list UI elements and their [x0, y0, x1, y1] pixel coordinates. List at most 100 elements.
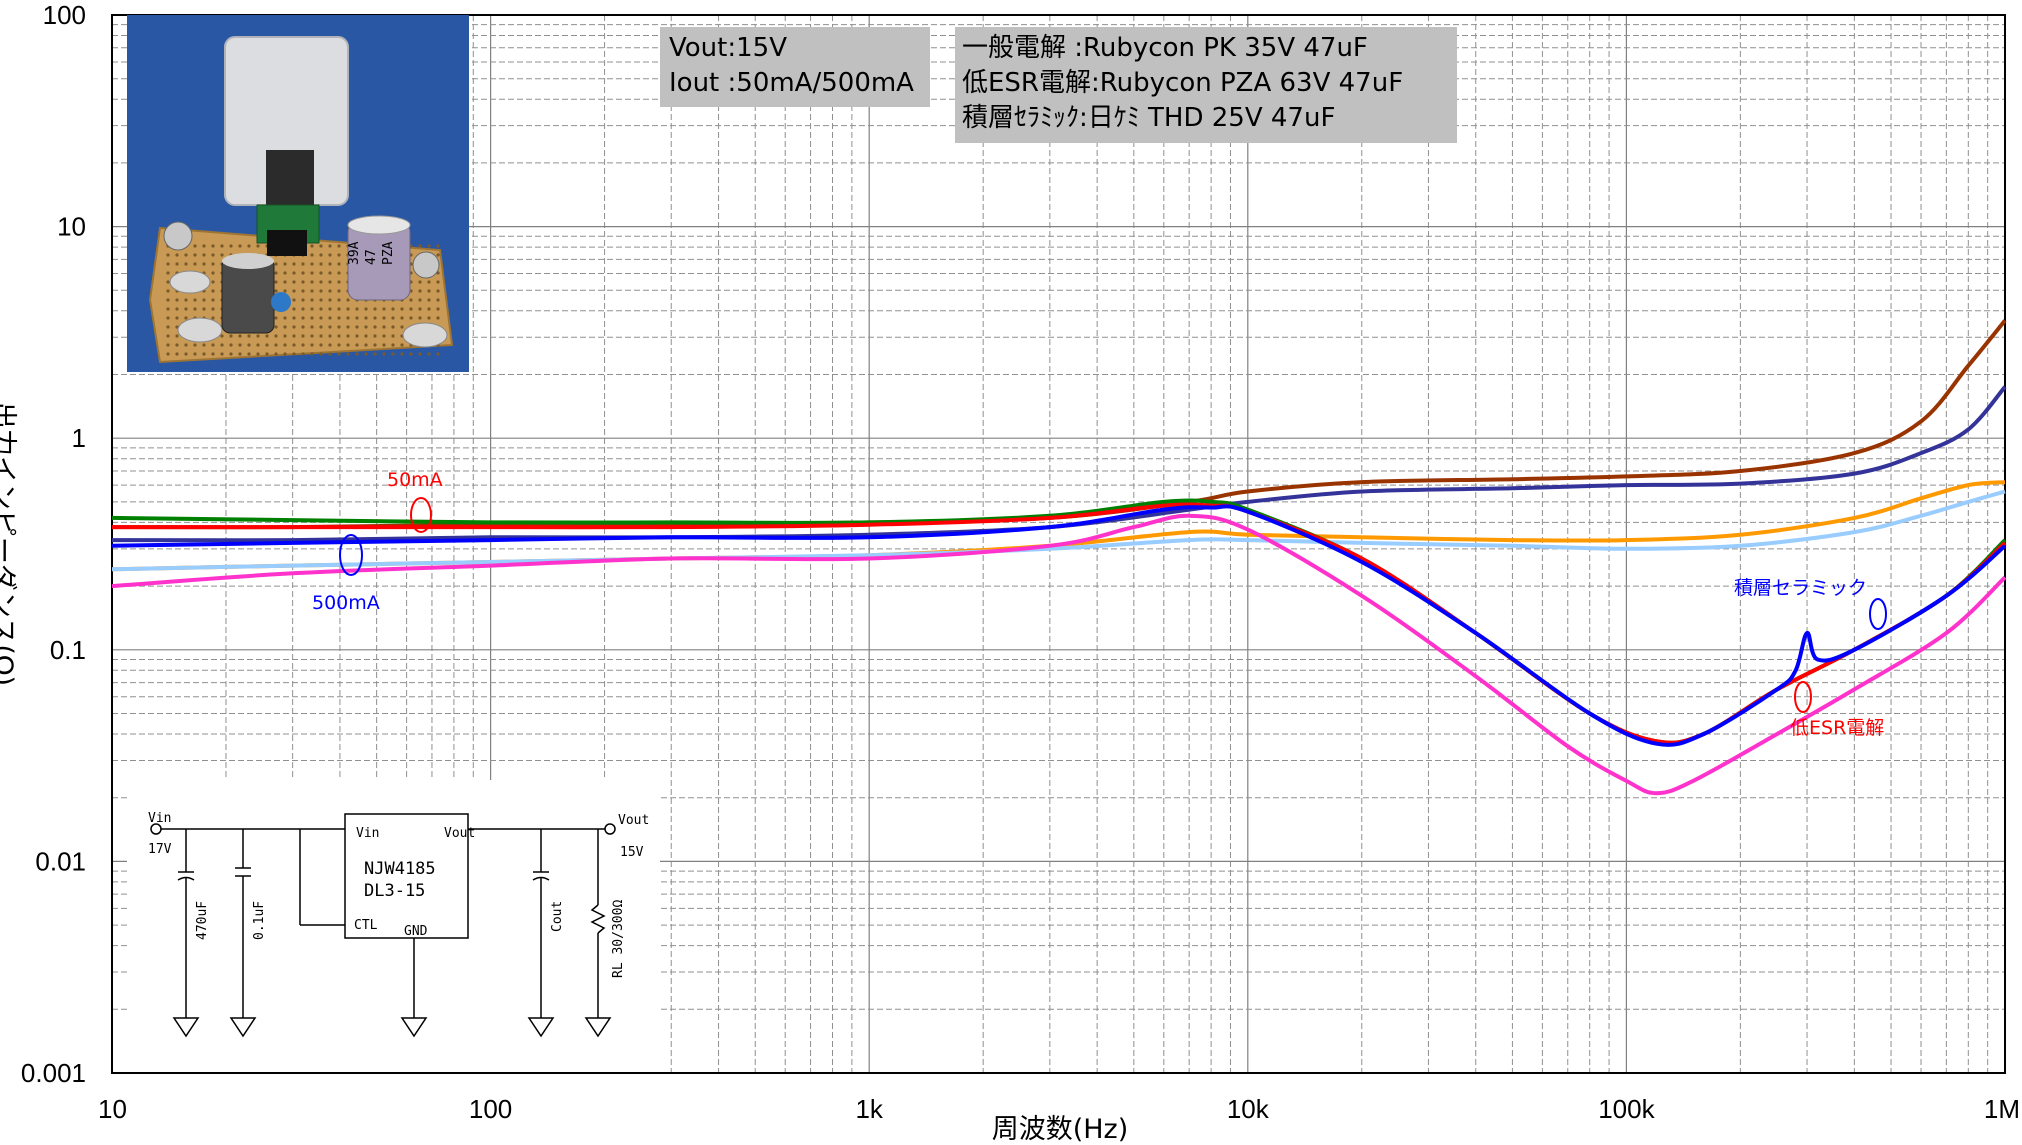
annotation-50ma-label: 50mA: [387, 469, 443, 491]
annotation-ceramic: 積層セラミック: [1734, 577, 1887, 630]
pcb-hole: [274, 334, 278, 338]
pcb-hole: [220, 244, 224, 248]
pcb-hole: [400, 325, 404, 329]
pcb-hole: [346, 334, 350, 338]
pcb-hole: [166, 262, 170, 266]
pcb-hole: [202, 298, 206, 302]
pcb-hole: [175, 343, 179, 347]
pcb-hole: [283, 271, 287, 275]
pcb-hole: [346, 298, 350, 302]
pcb-hole: [202, 244, 206, 248]
sch-vout-voltage: 15V: [620, 845, 644, 860]
pcb-hole: [175, 253, 179, 257]
pcb-hole: [436, 244, 440, 248]
annotation-500ma-label: 500mA: [312, 592, 380, 614]
sch-rl-label: RL 30/300Ω: [611, 900, 626, 978]
pcb-hole: [427, 307, 431, 311]
pcb-hole: [220, 343, 224, 347]
pcb-hole: [265, 352, 269, 356]
pcb-hole: [436, 280, 440, 284]
sch-ic-sub: DL3-15: [364, 881, 425, 901]
pcb-hole: [292, 352, 296, 356]
pcb-hole: [418, 280, 422, 284]
pcb-hole: [310, 271, 314, 275]
pcb-hole: [166, 253, 170, 257]
pcb-hole: [256, 343, 260, 347]
pcb-hole: [193, 244, 197, 248]
pcb-hole: [166, 271, 170, 275]
pcb-hole: [202, 352, 206, 356]
pcb-hole: [328, 244, 332, 248]
pcb-hole: [310, 262, 314, 266]
gnd-symbol-3: [400, 1017, 428, 1038]
sch-vin-voltage: 17V: [148, 842, 172, 857]
pcb-hole: [382, 334, 386, 338]
pcb-hole: [364, 325, 368, 329]
y-tick-label: 0.001: [21, 1058, 86, 1088]
pcb-hole: [337, 262, 341, 266]
polymer-cap-top: [347, 215, 411, 235]
cap-marking-1: 39A: [347, 241, 362, 265]
info-iout: Iout :50mA/500mA: [669, 68, 914, 98]
cap-marking-3: PZA: [381, 241, 396, 265]
pcb-hole: [166, 307, 170, 311]
pcb-hole: [193, 298, 197, 302]
gnd-symbol-4: [527, 1017, 555, 1038]
regulator-block: [344, 813, 469, 939]
pcb-hole: [175, 298, 179, 302]
y-tick-label: 100: [43, 0, 86, 30]
pcb-hole: [319, 334, 323, 338]
info-box-output-bg: [660, 27, 930, 107]
pcb-hole: [337, 343, 341, 347]
pcb-hole: [184, 307, 188, 311]
pcb-hole: [274, 325, 278, 329]
pcb-hole: [427, 289, 431, 293]
pcb-hole: [166, 280, 170, 284]
lead-loop-3: [402, 322, 448, 348]
screw-left: [163, 221, 193, 251]
pcb-hole: [382, 316, 386, 320]
pcb-hole: [301, 316, 305, 320]
pcb-hole: [355, 316, 359, 320]
gnd-symbol-1: [172, 1017, 200, 1038]
pcb-hole: [292, 271, 296, 275]
pcb-hole: [328, 280, 332, 284]
c1-plate-b: [177, 876, 195, 881]
pcb-hole: [283, 289, 287, 293]
pcb-hole: [184, 316, 188, 320]
y-tick-label: 10: [57, 212, 86, 242]
regulator-ic: [266, 150, 314, 205]
pcb-hole: [391, 343, 395, 347]
pcb-hole: [229, 352, 233, 356]
cap-marking-2: 47: [364, 249, 379, 265]
pcb-hole: [292, 334, 296, 338]
pcb-hole: [418, 298, 422, 302]
pcb-hole: [292, 325, 296, 329]
pcb-hole: [391, 307, 395, 311]
pcb-hole: [193, 307, 197, 311]
pcb-hole: [337, 289, 341, 293]
x-tick-label: 1k: [855, 1094, 883, 1124]
pcb-hole: [346, 343, 350, 347]
series-line-4: [111, 489, 2006, 572]
pcb-hole: [310, 307, 314, 311]
pcb-hole: [310, 253, 314, 257]
pcb-hole: [310, 244, 314, 248]
pcb-hole: [274, 262, 278, 266]
pcb-hole: [328, 298, 332, 302]
vin-terminal: [150, 823, 162, 835]
pcb-hole: [283, 352, 287, 356]
pcb-hole: [301, 343, 305, 347]
pcb-hole: [301, 289, 305, 293]
pcb-hole: [283, 325, 287, 329]
board-photo: 39A 47 PZA: [127, 15, 469, 372]
pcb-hole: [310, 298, 314, 302]
pcb-hole: [355, 352, 359, 356]
pcb-hole: [211, 316, 215, 320]
pcb-hole: [337, 280, 341, 284]
pcb-hole: [274, 289, 278, 293]
pcb-hole: [211, 298, 215, 302]
pcb-hole: [301, 352, 305, 356]
info-vout: Vout:15V: [669, 33, 787, 63]
pcb-hole: [373, 325, 377, 329]
